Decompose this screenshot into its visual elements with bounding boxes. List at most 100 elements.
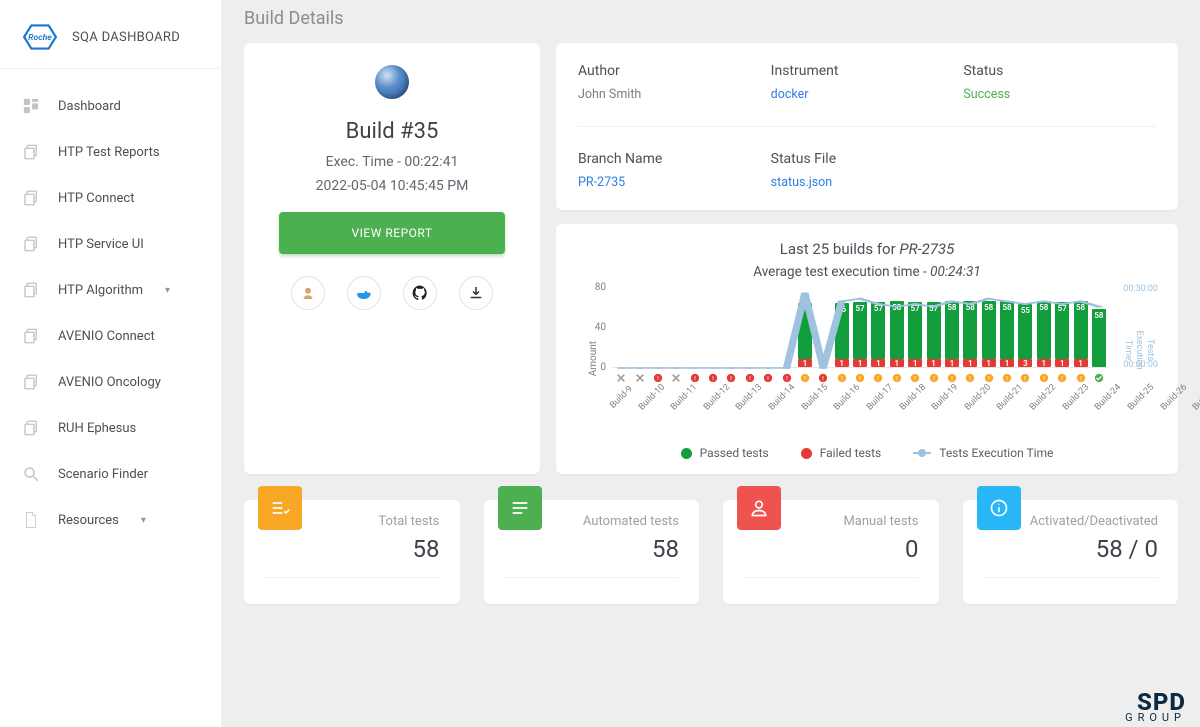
sidebar-item-label: HTP Connect [58,191,134,206]
stat-value: 58 / 0 [983,535,1159,563]
legend-pass: Passed tests [700,446,769,460]
sidebar-item-avenio-connect[interactable]: AVENIO Connect [0,313,221,359]
chart-time-max: 00:30:00 [1123,284,1158,294]
sidebar-item-label: Dashboard [58,99,121,114]
chart-x-label: Build-25 [1126,382,1156,412]
branch-value[interactable]: PR-2735 [578,175,771,190]
sidebar-item-label: HTP Algorithm [58,283,143,298]
sidebar-item-htp-service-ui[interactable]: HTP Service UI [0,221,221,267]
chart-legend: Passed tests Failed tests Tests Executio… [578,446,1156,460]
stats-row: Total tests 58 Automated tests 58 Manual… [244,500,1178,604]
chart-time-min: 00:00:00 [1123,360,1158,370]
statusfile-label: Status File [771,151,964,167]
chart-x-label: Build-19 [930,382,960,412]
sidebar-item-resources[interactable]: Resources ▾ [0,497,221,543]
sidebar-item-label: AVENIO Connect [58,329,155,344]
chart-x-label: Build-14 [767,382,797,412]
chart-title: Last 25 builds for PR-2735 [578,240,1156,258]
chart-x-label: Build-24 [1093,382,1123,412]
y-tick: 0 [586,362,606,373]
copy-icon [22,373,40,391]
spd-watermark: SPD GROUP [1125,692,1186,723]
stat-total-tests: Total tests 58 [244,500,460,604]
build-card: Build #35 Exec. Time - 00:22:41 2022-05-… [244,43,540,474]
sidebar-item-ruh-ephesus[interactable]: RUH Ephesus [0,405,221,451]
chevron-down-icon: ▾ [141,515,146,526]
chart-x-label: Build-27 [1191,382,1200,412]
sidebar-item-label: HTP Test Reports [58,145,160,160]
legend-time: Tests Execution Time [939,446,1053,460]
sidebar-item-dashboard[interactable]: Dashboard [0,83,221,129]
copy-icon [22,143,40,161]
copy-icon [22,189,40,207]
docker-icon[interactable] [347,276,381,310]
chart-x-label: Build-16 [832,382,862,412]
sidebar-item-scenario-finder[interactable]: Scenario Finder [0,451,221,497]
chart-x-label: Build-10 [637,382,667,412]
chart-x-label: Build-11 [669,382,699,412]
statusfile-value[interactable]: status.json [771,175,964,190]
jenkins-icon[interactable] [291,276,325,310]
svg-text:Roche: Roche [28,33,52,43]
sidebar-item-label: AVENIO Oncology [58,375,161,390]
info-icon [977,486,1021,530]
builds-chart-card: Last 25 builds for PR-2735 Average test … [556,224,1178,474]
y-tick: 40 [586,322,606,333]
svg-text:!: ! [878,375,880,383]
chart-x-label: Build-22 [1028,382,1058,412]
list-icon [498,486,542,530]
search-icon [22,465,40,483]
svg-text:!: ! [786,375,788,383]
sidebar-item-label: RUH Ephesus [58,421,136,436]
sidebar-item-avenio-oncology[interactable]: AVENIO Oncology [0,359,221,405]
author-label: Author [578,63,771,79]
chart-x-label: Build-12 [702,382,732,412]
build-action-row [262,276,522,310]
build-title: Build #35 [262,119,522,144]
chart-x-label: Build-21 [995,382,1025,412]
sidebar-item-htp-algorithm[interactable]: HTP Algorithm ▾ [0,267,221,313]
sidebar-item-htp-connect[interactable]: HTP Connect [0,175,221,221]
copy-icon [22,419,40,437]
sidebar: Roche SQA DASHBOARD Dashboard HTP Test R… [0,0,222,727]
svg-text:!: ! [1006,375,1008,383]
svg-text:!: ! [804,375,806,383]
file-icon [22,511,40,529]
build-info-card: AuthorJohn Smith Instrumentdocker Status… [556,43,1178,210]
stat-value: 58 [504,535,680,563]
grid-icon [22,97,40,115]
view-report-button[interactable]: VIEW REPORT [279,212,505,254]
brand-title: SQA DASHBOARD [72,30,180,45]
svg-text:!: ! [712,375,714,383]
sidebar-item-label: HTP Service UI [58,237,144,252]
status-label: Status [963,63,1156,79]
sidebar-item-label: Resources [58,513,119,528]
chevron-down-icon: ▾ [165,285,170,296]
download-icon[interactable] [459,276,493,310]
chart-x-label: Build-26 [1159,382,1189,412]
copy-icon [22,235,40,253]
main: Build Details Build #35 Exec. Time - 00:… [222,0,1200,727]
svg-text:!: ! [731,375,733,383]
svg-text:!: ! [1025,375,1027,383]
sidebar-item-htp-test-reports[interactable]: HTP Test Reports [0,129,221,175]
brand: Roche SQA DASHBOARD [0,18,221,69]
chart-x-label: Build-13 [734,382,764,412]
svg-text:!: ! [859,375,861,383]
build-orb-icon [375,65,409,99]
svg-text:!: ! [969,375,971,383]
stat-value: 0 [743,535,919,563]
instrument-value[interactable]: docker [771,87,964,102]
author-value: John Smith [578,87,771,102]
svg-text:!: ! [694,375,696,383]
person-icon [737,486,781,530]
svg-text:!: ! [933,375,935,383]
svg-text:!: ! [896,375,898,383]
nav-list: Dashboard HTP Test Reports HTP Connect H… [0,69,221,557]
chart-subtitle: Average test execution time - 00:24:31 [578,264,1156,280]
build-timestamp: 2022-05-04 10:45:45 PM [262,178,522,194]
roche-logo-icon: Roche [18,24,62,50]
branch-label: Branch Name [578,151,771,167]
chart-x-label: Build-20 [963,382,993,412]
github-icon[interactable] [403,276,437,310]
